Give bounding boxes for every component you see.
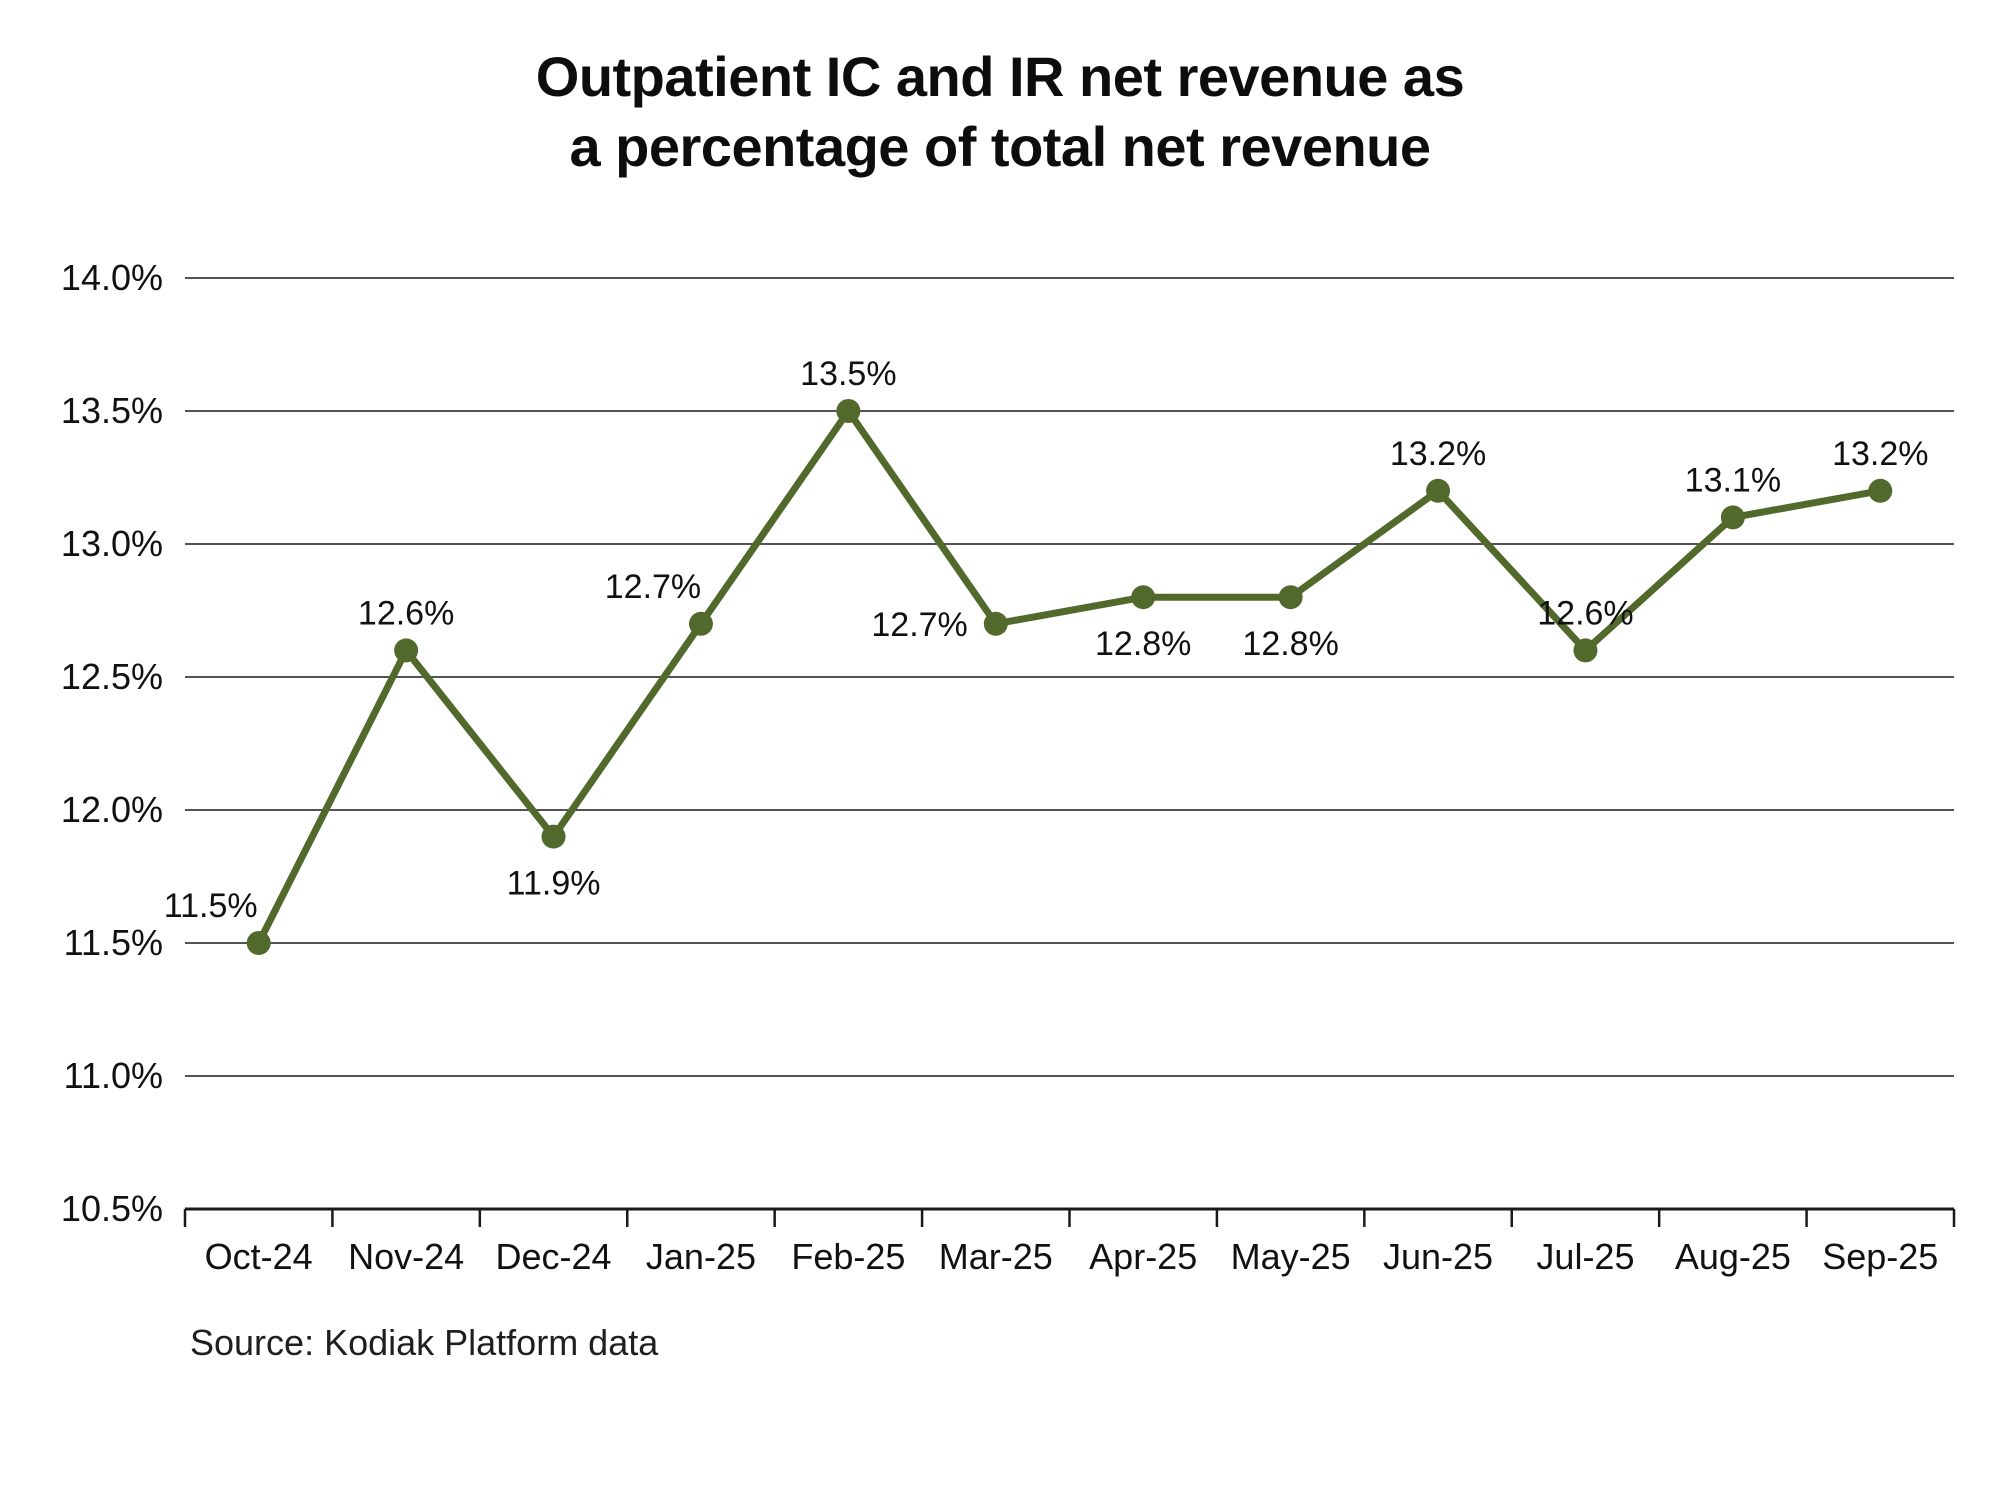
data-point [1131, 585, 1156, 610]
data-point-label: 11.9% [507, 865, 601, 903]
x-tick-label: Mar-25 [939, 1236, 1053, 1277]
data-point [1573, 638, 1598, 663]
data-point-label: 12.6% [1537, 594, 1633, 632]
y-tick-label: 11.0% [64, 1055, 163, 1096]
x-tick-label: May-25 [1231, 1236, 1351, 1277]
x-tick-label: Sep-25 [1822, 1236, 1938, 1277]
y-tick-label: 10.5% [61, 1188, 163, 1229]
x-tick-label: Oct-24 [205, 1236, 313, 1277]
line-chart: 10.5% 11.0% 11.5% 12.0% 12.5% 13.0% 13.5% 14.0%… [61, 257, 1956, 1277]
y-tick-label: 13.5% [61, 390, 163, 431]
x-tick-label: Feb-25 [791, 1236, 905, 1277]
data-point [1278, 585, 1303, 610]
data-point-label: 13.2% [1390, 435, 1486, 473]
trend-line [255, 407, 1884, 947]
data-point [541, 824, 566, 849]
source-note: Source: Kodiak Platform data [190, 1322, 659, 1363]
data-point [983, 611, 1008, 636]
x-tick-label: Aug-25 [1675, 1236, 1791, 1277]
y-tick-label: 12.5% [61, 656, 163, 697]
data-point-label: 13.2% [1832, 435, 1928, 473]
data-point-label: 11.5% [164, 887, 258, 925]
x-tick-label: Dec-24 [496, 1236, 612, 1277]
data-point-label: 12.7% [871, 606, 967, 644]
data-point-label: 12.6% [358, 594, 454, 632]
data-point [1868, 478, 1893, 503]
chart-title-line-1: Outpatient IC and IR net revenue as [535, 45, 1465, 108]
x-tick-label: Nov-24 [348, 1236, 464, 1277]
data-point [1720, 505, 1745, 530]
x-tick-label: Jan-25 [646, 1236, 756, 1277]
data-point [836, 399, 861, 423]
data-point [246, 931, 271, 955]
x-tick-label: Apr-25 [1089, 1236, 1197, 1277]
data-point-label: 12.7% [605, 568, 701, 606]
y-tick-label: 13.0% [61, 523, 163, 564]
data-point [1426, 478, 1451, 503]
y-tick-label: 14.0% [61, 257, 163, 298]
x-tick-label: Jul-25 [1536, 1236, 1634, 1277]
data-point-label: 12.8% [1095, 625, 1191, 663]
data-point-label: 12.8% [1242, 625, 1338, 663]
y-tick-label: 11.5% [64, 922, 163, 963]
x-tick-label: Jun-25 [1383, 1236, 1493, 1277]
data-point-label: 13.5% [800, 355, 896, 393]
data-point-label: 13.1% [1685, 461, 1781, 499]
data-point [688, 611, 713, 636]
chart-title-line-2: a percentage of total net revenue [569, 115, 1431, 178]
data-point [394, 638, 419, 663]
y-tick-label: 12.0% [61, 789, 163, 830]
chart-title: Outpatient IC and IR net revenue as a pe… [0, 0, 2000, 182]
